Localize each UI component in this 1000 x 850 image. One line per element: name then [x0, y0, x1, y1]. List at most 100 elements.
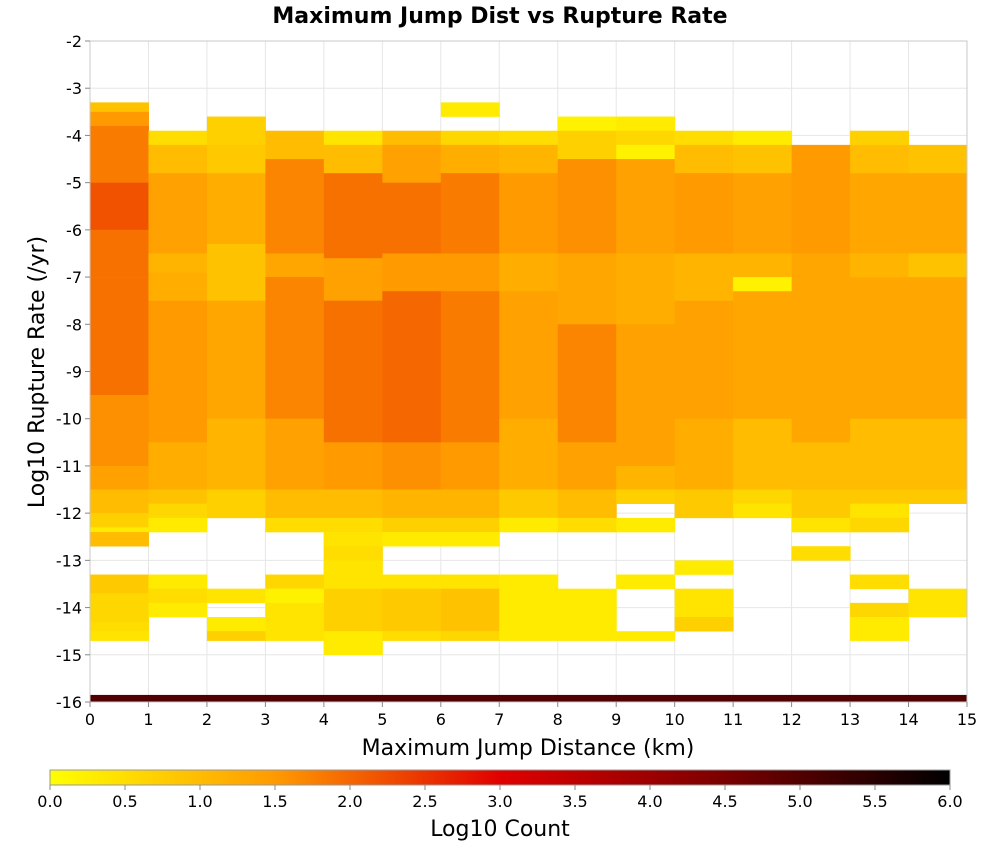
x-tick-label: 14	[898, 710, 918, 729]
heatmap-cell	[265, 277, 325, 420]
heatmap-cell	[148, 144, 208, 174]
heatmap-cell	[440, 144, 500, 174]
heatmap-cell	[616, 144, 676, 160]
y-axis-ticks: -2 -3 -4 -5 -6 -7 -8 -9 -10 -11 -12 -13 -14 -15 -16	[56, 32, 90, 712]
heatmap-cell	[382, 442, 442, 490]
heatmap-cell	[557, 489, 617, 519]
heatmap-cell	[733, 253, 793, 278]
heatmap-cell	[148, 442, 208, 490]
heatmap-cell	[850, 503, 910, 519]
heatmap-cell	[206, 300, 266, 420]
heatmap-cell	[616, 116, 676, 132]
heatmap-cell	[791, 442, 851, 490]
heatmap-cell	[733, 503, 793, 519]
heatmap-cell	[90, 593, 149, 623]
heatmap-cell	[206, 418, 266, 490]
heatmap-cell	[440, 489, 500, 519]
x-tick-label: 3	[260, 710, 270, 729]
heatmap-cell	[733, 291, 793, 420]
heatmap-cell	[382, 253, 442, 292]
x-tick-label: 15	[957, 710, 977, 729]
heatmap-cell	[499, 173, 559, 254]
heatmap-cell	[323, 532, 383, 547]
heatmap-cell	[440, 517, 500, 533]
heatmap-cell	[440, 102, 500, 117]
heatmap-cell	[323, 546, 383, 561]
y-tick-label: -15	[56, 646, 82, 665]
heatmap-cell	[440, 532, 500, 547]
heatmap-cell	[90, 395, 149, 467]
heatmap-cell	[440, 631, 500, 641]
heatmap-cell	[616, 574, 676, 589]
colorbar-tick-label: 4.0	[637, 792, 662, 811]
colorbar-tick-label: 0.0	[37, 792, 62, 811]
heatmap-cell	[206, 173, 266, 245]
heatmap-cell	[908, 173, 968, 254]
heatmap-cell	[674, 489, 734, 519]
y-tick-label: -7	[66, 268, 82, 287]
heatmap-cell	[323, 258, 383, 301]
heatmap-cell	[148, 130, 208, 146]
heatmap-cell	[382, 144, 442, 183]
heatmap-cell	[850, 277, 910, 420]
heatmap-cell	[908, 489, 968, 504]
heatmap-cell	[850, 574, 910, 589]
y-tick-label: -14	[56, 599, 82, 618]
heatmap-cell	[674, 588, 734, 618]
heatmap-cell	[90, 102, 149, 113]
heatmap-cell	[148, 300, 208, 443]
heatmap-cell	[206, 489, 266, 519]
heatmap-cell	[90, 513, 149, 528]
heatmap-cell	[499, 588, 559, 641]
heatmap-cell	[265, 253, 325, 278]
heatmap-cell	[616, 631, 676, 641]
heatmap-cell	[90, 527, 149, 533]
heatmap-cell	[557, 159, 617, 254]
heatmap-cell	[440, 173, 500, 254]
heatmap-cell	[90, 277, 149, 396]
heatmap-cell	[148, 574, 208, 589]
y-tick-label: -3	[66, 79, 82, 98]
heatmap-cell	[90, 631, 149, 641]
heatmap-cell	[382, 291, 442, 443]
heatmap-cell	[616, 130, 676, 146]
heatmap-cell	[265, 588, 325, 604]
heatmap-cell	[850, 602, 910, 618]
heatmap-cell	[616, 253, 676, 325]
colorbar-tick-label: 1.5	[262, 792, 287, 811]
heatmap-cell	[440, 574, 500, 589]
x-axis-ticks: 0 1 2 3 4 5 6 7 8 9 10 11 12 13 14 15	[85, 702, 977, 729]
heatmap-cell	[323, 300, 383, 443]
heatmap-cell	[323, 588, 383, 632]
heatmap-cell	[674, 173, 734, 254]
heatmap-cell	[674, 418, 734, 490]
heatmap-cell	[908, 418, 968, 490]
heatmap-cell	[908, 144, 968, 174]
heatmap-cell	[90, 621, 149, 632]
colorbar-label: Log10 Count	[430, 817, 570, 842]
heatmap-cell	[265, 418, 325, 490]
heatmap-cell	[733, 130, 793, 146]
colorbar-ticks: 0.0 0.5 1.0 1.5 2.0 2.5 3.0 3.5 4.0 4.5 5.0 5.5 6.0	[37, 785, 963, 811]
y-tick-label: -13	[56, 551, 82, 570]
heatmap-cell	[850, 517, 910, 533]
heatmap-cell	[616, 489, 676, 504]
heatmap-cell	[323, 560, 383, 589]
heatmap-cell	[791, 546, 851, 561]
heatmap-bottom-band	[90, 694, 967, 702]
heatmap-cell	[440, 588, 500, 632]
heatmap-cell	[674, 560, 734, 575]
heatmap-cell	[616, 517, 676, 533]
heatmap-cell	[265, 517, 325, 533]
heatmap-cell	[557, 130, 617, 160]
heatmap-cell	[791, 517, 851, 533]
x-tick-label: 13	[840, 710, 860, 729]
heatmap-cell	[382, 130, 442, 146]
heatmap-cell	[90, 574, 149, 594]
heatmap-cell	[499, 517, 559, 533]
heatmap-cell	[440, 130, 500, 146]
heatmap-cell	[791, 253, 851, 443]
heatmap-cell	[382, 532, 442, 547]
heatmap-cell	[148, 173, 208, 254]
